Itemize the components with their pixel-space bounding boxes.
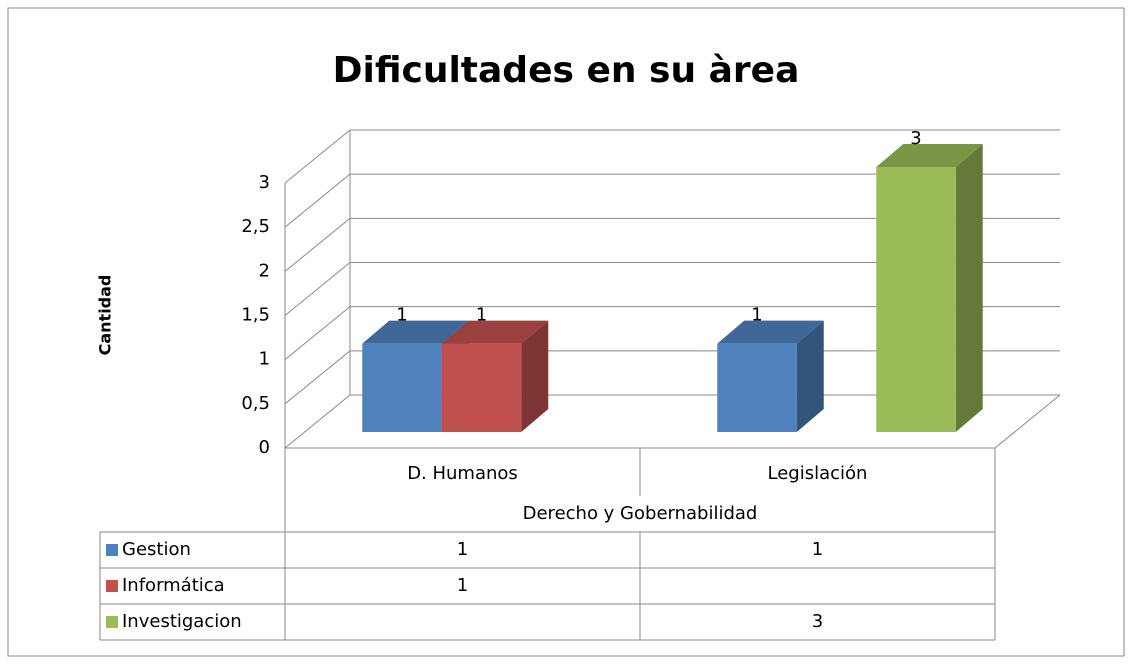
legend-key [106,616,118,628]
y-axis-label: Cantidad [96,275,115,356]
y-tick-label: 2,5 [241,216,270,237]
bar-top [717,320,824,344]
legend-label: Gestion [122,539,191,560]
data-label: 3 [910,128,921,149]
legend-label: Investigacion [122,611,242,632]
grid-line [284,306,351,361]
bar [876,167,956,432]
data-label: 1 [751,305,762,326]
y-tick-label: 3 [259,172,270,193]
table-value: 3 [812,611,823,632]
data-label: 1 [396,305,407,326]
chart-title: Dificultades en su àrea [333,50,800,91]
bar [717,343,797,432]
y-tick-label: 1,5 [241,305,270,326]
y-tick-label: 2 [259,260,270,281]
bar-top [362,320,469,344]
grid-line [284,129,351,184]
legend-key [106,544,118,556]
grid-line [284,173,351,228]
bar-side [796,320,824,432]
bar [362,343,442,432]
bar-top [876,144,983,167]
y-tick-label: 0,5 [241,393,270,414]
table-value: 1 [812,539,823,560]
group-label: Derecho y Gobernabilidad [523,503,758,524]
grid-line [284,350,351,405]
table-value: 1 [457,539,468,560]
bar-top [441,320,549,344]
bar-side [955,144,983,432]
bar [441,343,522,432]
y-tick-label: 1 [259,349,270,370]
grid-line [284,262,351,316]
y-tick-label: 0 [259,437,270,458]
grid-line [284,217,351,272]
bar-side [521,320,549,432]
x-tick-label: Legislación [768,463,868,484]
grid-line [284,394,351,449]
x-tick-label: D. Humanos [407,463,518,484]
legend-key [106,580,118,592]
table-value: 1 [457,575,468,596]
legend-label: Informática [122,575,225,596]
data-label: 1 [476,305,487,326]
